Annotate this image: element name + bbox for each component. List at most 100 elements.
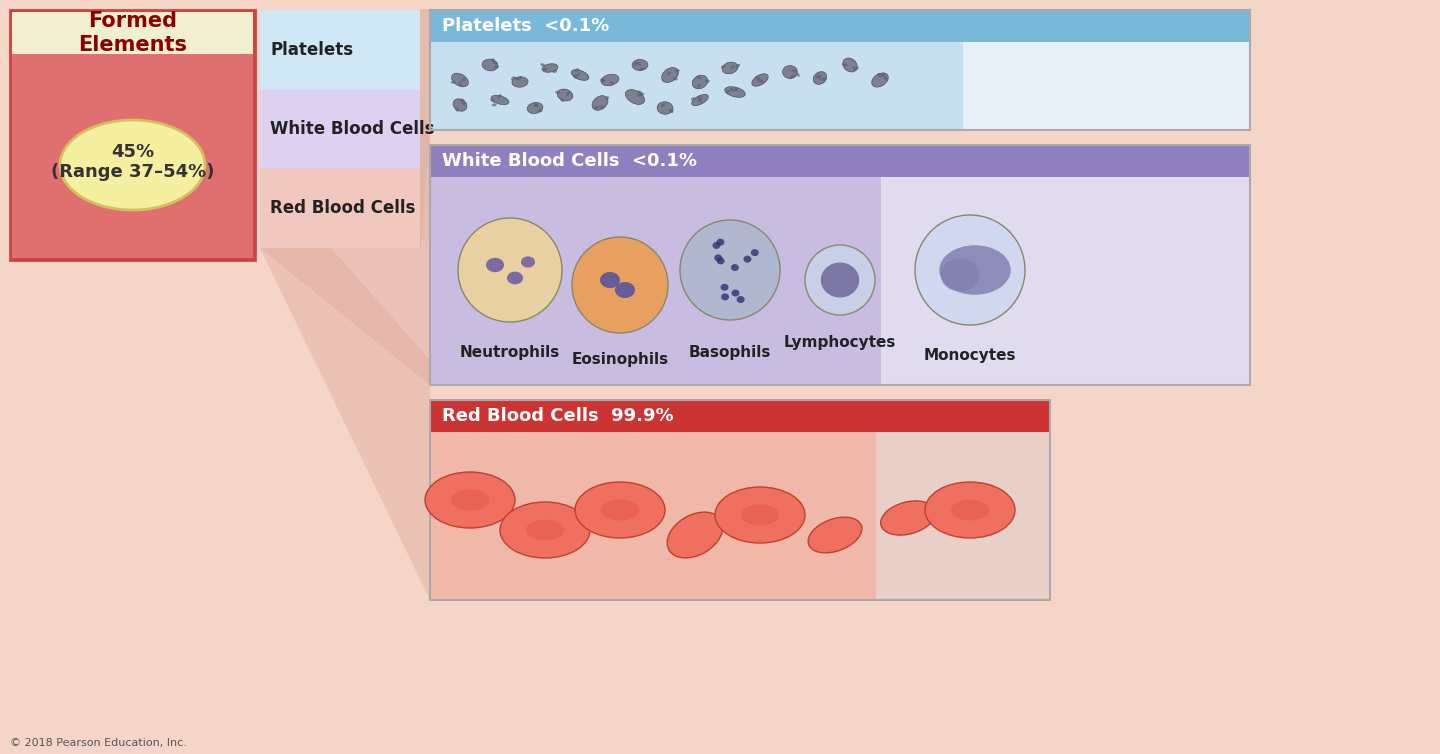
Ellipse shape: [822, 77, 827, 81]
Ellipse shape: [750, 249, 759, 256]
Ellipse shape: [732, 264, 739, 271]
Ellipse shape: [724, 87, 746, 97]
Ellipse shape: [560, 98, 564, 102]
Bar: [881, 177, 1250, 385]
Bar: [12, 12, 253, 54]
Ellipse shape: [482, 59, 498, 71]
Ellipse shape: [575, 482, 665, 538]
Ellipse shape: [455, 107, 459, 112]
Ellipse shape: [675, 69, 680, 72]
Text: Basophils: Basophils: [688, 345, 772, 360]
Ellipse shape: [697, 84, 701, 88]
Ellipse shape: [755, 75, 760, 79]
Ellipse shape: [638, 93, 642, 97]
Ellipse shape: [454, 99, 467, 111]
Ellipse shape: [726, 90, 730, 93]
Ellipse shape: [521, 256, 536, 268]
Ellipse shape: [730, 65, 734, 69]
Ellipse shape: [691, 94, 708, 106]
Bar: [431, 42, 963, 130]
Ellipse shape: [600, 272, 621, 288]
Ellipse shape: [452, 73, 468, 87]
Ellipse shape: [540, 63, 546, 66]
Ellipse shape: [573, 75, 577, 79]
Ellipse shape: [425, 472, 516, 528]
Ellipse shape: [714, 254, 723, 262]
Ellipse shape: [691, 97, 696, 100]
Ellipse shape: [697, 99, 701, 103]
Ellipse shape: [451, 489, 490, 510]
Bar: [261, 10, 420, 90]
Ellipse shape: [494, 66, 500, 69]
Ellipse shape: [821, 262, 860, 298]
Bar: [12, 12, 253, 258]
Ellipse shape: [566, 91, 570, 96]
Ellipse shape: [605, 96, 609, 100]
Text: White Blood Cells: White Blood Cells: [271, 120, 435, 138]
Text: Platelets  <0.1%: Platelets <0.1%: [442, 17, 609, 35]
Ellipse shape: [572, 69, 589, 81]
Ellipse shape: [743, 256, 752, 262]
Ellipse shape: [492, 61, 498, 65]
Ellipse shape: [491, 58, 495, 63]
Ellipse shape: [600, 79, 605, 82]
Ellipse shape: [600, 78, 605, 82]
Ellipse shape: [883, 76, 887, 80]
Bar: [876, 432, 1050, 600]
Ellipse shape: [600, 499, 639, 520]
Ellipse shape: [693, 75, 708, 89]
Ellipse shape: [615, 282, 635, 298]
Ellipse shape: [721, 293, 729, 300]
Ellipse shape: [737, 296, 744, 303]
Ellipse shape: [497, 94, 501, 98]
Ellipse shape: [600, 74, 619, 86]
Bar: [10, 10, 255, 260]
Ellipse shape: [881, 73, 886, 77]
Bar: [431, 432, 876, 600]
Ellipse shape: [796, 72, 799, 77]
Ellipse shape: [950, 499, 989, 520]
Ellipse shape: [752, 74, 768, 86]
Ellipse shape: [721, 66, 726, 69]
Ellipse shape: [661, 68, 678, 82]
Polygon shape: [261, 90, 431, 385]
Ellipse shape: [791, 75, 795, 78]
Ellipse shape: [667, 72, 671, 75]
Ellipse shape: [541, 63, 557, 72]
Ellipse shape: [717, 239, 724, 246]
Ellipse shape: [639, 93, 644, 96]
Bar: [431, 10, 1250, 42]
Ellipse shape: [553, 69, 557, 73]
Ellipse shape: [721, 62, 737, 74]
Text: Platelets: Platelets: [271, 41, 353, 59]
Ellipse shape: [534, 103, 539, 107]
Ellipse shape: [572, 237, 668, 333]
Ellipse shape: [632, 60, 648, 71]
Bar: [963, 42, 1250, 130]
Bar: [431, 145, 1250, 177]
Ellipse shape: [507, 271, 523, 284]
Ellipse shape: [60, 120, 204, 210]
Text: Eosinophils: Eosinophils: [572, 352, 668, 367]
Ellipse shape: [672, 78, 678, 81]
Ellipse shape: [638, 90, 642, 94]
Text: Monocytes: Monocytes: [923, 348, 1017, 363]
Text: White Blood Cells  <0.1%: White Blood Cells <0.1%: [442, 152, 697, 170]
Ellipse shape: [639, 68, 645, 71]
Ellipse shape: [537, 109, 543, 112]
Ellipse shape: [852, 66, 857, 70]
Ellipse shape: [716, 487, 805, 543]
Text: 45%
(Range 37–54%): 45% (Range 37–54%): [50, 143, 215, 182]
Bar: [431, 10, 1250, 130]
Ellipse shape: [609, 81, 615, 84]
Ellipse shape: [720, 284, 729, 291]
Ellipse shape: [490, 99, 495, 103]
Ellipse shape: [814, 72, 827, 84]
Ellipse shape: [514, 77, 518, 80]
Ellipse shape: [717, 257, 724, 265]
Ellipse shape: [816, 75, 821, 78]
Text: Lymphocytes: Lymphocytes: [783, 335, 896, 350]
Text: Formed
Elements: Formed Elements: [78, 11, 187, 54]
Ellipse shape: [667, 512, 723, 558]
Ellipse shape: [697, 97, 703, 100]
